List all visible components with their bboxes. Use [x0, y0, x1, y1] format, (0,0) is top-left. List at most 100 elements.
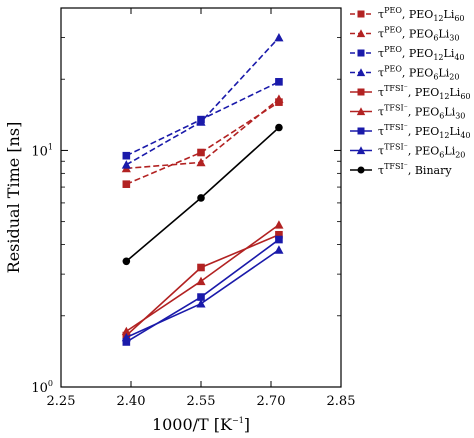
legend-sup: TFSI⁻ — [384, 84, 408, 93]
legend-entry-2: τPEO, PEO6Li30 — [350, 26, 459, 43]
series-8 — [121, 245, 284, 342]
data-point-3-1 — [122, 151, 131, 160]
series-5 — [122, 230, 283, 340]
data-point-7-3 — [275, 235, 283, 244]
data-point-8-3 — [274, 245, 284, 254]
legend-tau: τ — [378, 106, 384, 119]
data-point-1-1 — [122, 180, 131, 188]
legend-marker-5 — [357, 88, 365, 96]
legend-entry-3: τPEO, PEO12Li40 — [350, 45, 465, 62]
legend-sub2: 40 — [460, 131, 470, 140]
legend-marker-7 — [357, 127, 365, 135]
legend-entry-9: τTFSI⁻, Binary — [350, 162, 452, 177]
series-line-1 — [126, 101, 280, 185]
series-4 — [121, 32, 284, 169]
legend-sub2: 30 — [455, 112, 465, 121]
legend-marker-3 — [357, 49, 365, 57]
legend-text-part: , PEO — [402, 28, 433, 41]
legend-entry-5: τTFSI⁻, PEO12Li60 — [350, 84, 471, 101]
legend-label-3: τPEO, PEO12Li40 — [378, 45, 465, 62]
legend-text-part: , PEO — [408, 106, 439, 119]
series-line-6 — [125, 224, 280, 332]
series-1 — [122, 98, 283, 188]
legend-text-part: , Binary — [408, 164, 452, 177]
legend-sup: TFSI⁻ — [384, 162, 408, 171]
legend-mid: Li — [444, 8, 455, 21]
data-point-1-2 — [197, 148, 205, 157]
x-axis-label-sup: −1 — [232, 416, 244, 425]
legend-sup: TFSI⁻ — [384, 104, 408, 113]
legend-marker-2 — [356, 29, 366, 38]
x-tick-label-2: 2.40 — [117, 394, 146, 409]
legend-entry-8: τTFSI⁻, PEO6Li20 — [350, 143, 465, 160]
y-axis-label: Residual Time [ns] — [4, 122, 23, 274]
y-tick-exponent: 1 — [48, 142, 53, 151]
data-point-3-3 — [275, 78, 283, 86]
legend-entry-6: τTFSI⁻, PEO6Li30 — [350, 104, 465, 121]
legend-sub2: 30 — [449, 34, 459, 43]
legend-mid: Li — [444, 47, 455, 60]
legend-sub1: 6 — [433, 34, 438, 43]
legend-text-part: , PEO — [408, 86, 439, 99]
legend-mid: Li — [449, 86, 460, 99]
legend-sub1: 12 — [433, 53, 443, 62]
series-6 — [121, 220, 284, 336]
legend-mid: Li — [449, 125, 460, 138]
legend-label-8: τTFSI⁻, PEO6Li20 — [378, 143, 465, 160]
plot-layer — [121, 32, 284, 346]
data-point-6-3 — [274, 220, 284, 229]
legend-label-5: τTFSI⁻, PEO12Li60 — [378, 84, 471, 101]
legend-sup: PEO — [384, 6, 402, 15]
x-tick-label-5: 2.85 — [327, 394, 356, 409]
y-tick-label-2: 101 — [31, 142, 53, 159]
legend-marker-6 — [356, 107, 366, 116]
legend-sub2: 60 — [454, 14, 464, 23]
series-line-5 — [125, 234, 280, 337]
legend-sup: PEO — [384, 26, 402, 35]
data-point-4-3 — [274, 32, 284, 42]
legend-marker-4 — [356, 68, 366, 77]
x-axis-label: 1000/T [K−1] — [152, 415, 250, 434]
legend-tau: τ — [378, 67, 384, 80]
legend-tau: τ — [378, 125, 384, 138]
legend-tau: τ — [378, 145, 384, 158]
legend-label-9: τTFSI⁻, Binary — [378, 162, 452, 177]
legend-marker-1 — [357, 10, 365, 18]
legend-label-6: τTFSI⁻, PEO6Li30 — [378, 104, 465, 121]
y-tick-label-1: 100 — [31, 379, 53, 396]
legend-text-part: , PEO — [408, 125, 439, 138]
legend-sub1: 12 — [433, 14, 443, 23]
legend-sup: TFSI⁻ — [384, 123, 408, 132]
legend-marker-9 — [357, 166, 365, 174]
data-point-4-2 — [196, 117, 206, 126]
legend-tau: τ — [378, 86, 384, 99]
legend-text-part: , PEO — [408, 145, 439, 158]
series-7 — [122, 235, 283, 346]
series-line-2 — [126, 98, 280, 170]
x-tick-label-3: 2.55 — [187, 394, 216, 409]
legend-entry-7: τTFSI⁻, PEO12Li40 — [350, 123, 471, 140]
legend-label-2: τPEO, PEO6Li30 — [378, 26, 459, 43]
x-axis-label-main: 1000/T [K — [152, 415, 233, 434]
legend-label-4: τPEO, PEO6Li20 — [378, 65, 459, 82]
series-3 — [122, 78, 283, 160]
legend-entry-4: τPEO, PEO6Li20 — [350, 65, 459, 82]
legend-sub1: 6 — [439, 151, 444, 160]
y-tick-base: 10 — [31, 381, 48, 396]
data-point-9-1 — [122, 257, 131, 266]
data-point-9-2 — [197, 194, 205, 202]
series-2 — [121, 94, 284, 173]
x-axis-label-end: ] — [244, 415, 250, 434]
series-9 — [122, 123, 283, 266]
legend-mid: Li — [444, 145, 455, 158]
data-point-8-2 — [196, 299, 206, 308]
x-tick-label-4: 2.70 — [257, 394, 286, 409]
legend-sub1: 6 — [433, 73, 438, 82]
legend-sub1: 6 — [439, 112, 444, 121]
legend-tau: τ — [378, 28, 384, 41]
legend-label-1: τPEO, PEO12Li60 — [378, 6, 465, 23]
data-point-7-1 — [122, 338, 131, 346]
legend-sub1: 12 — [439, 92, 449, 101]
legend-mid: Li — [444, 106, 455, 119]
